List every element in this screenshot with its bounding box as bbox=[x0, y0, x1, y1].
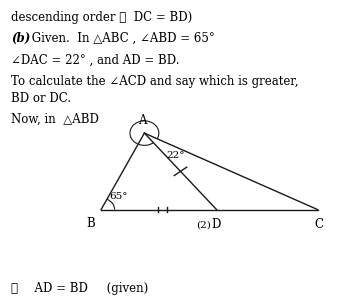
Text: AD = BD     (given): AD = BD (given) bbox=[27, 282, 148, 295]
Text: 22°: 22° bbox=[167, 151, 185, 160]
Text: BD or DC.: BD or DC. bbox=[11, 92, 71, 105]
Text: Now, in  △ABD: Now, in △ABD bbox=[11, 113, 99, 126]
Text: descending order ∴  DC = BD): descending order ∴ DC = BD) bbox=[11, 11, 192, 24]
Text: D: D bbox=[211, 218, 221, 231]
Text: To calculate the ∠ACD and say which is greater,: To calculate the ∠ACD and say which is g… bbox=[11, 75, 298, 88]
Text: (2): (2) bbox=[196, 221, 212, 230]
Text: C: C bbox=[314, 218, 323, 231]
Text: A: A bbox=[138, 114, 147, 127]
Text: ∠DAC = 22° , and AD = BD.: ∠DAC = 22° , and AD = BD. bbox=[11, 54, 179, 66]
Text: B: B bbox=[86, 217, 95, 230]
Text: Given.  In △ABC , ∠ABD = 65°: Given. In △ABC , ∠ABD = 65° bbox=[28, 32, 215, 45]
Text: 65°: 65° bbox=[109, 192, 127, 201]
Text: ∴: ∴ bbox=[11, 282, 18, 295]
Text: (b): (b) bbox=[11, 32, 30, 45]
